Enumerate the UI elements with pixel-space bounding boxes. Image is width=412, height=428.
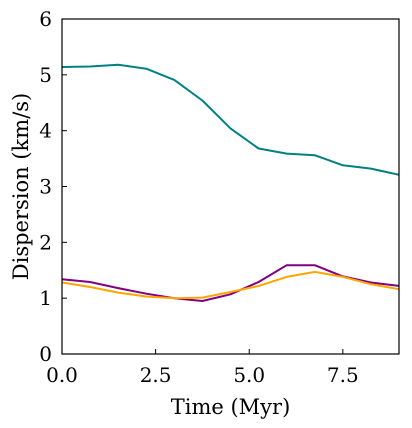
y-tick-label: 1 — [39, 286, 52, 310]
y-tick-label: 0 — [39, 342, 52, 366]
x-tick-label: 2.5 — [140, 363, 172, 387]
x-tick-label: 0.0 — [46, 363, 78, 387]
y-tick-label: 2 — [39, 230, 52, 254]
series-line-1 — [61, 264, 400, 302]
x-axis-label: Time (Myr) — [171, 395, 291, 419]
x-tick-label: 7.5 — [327, 363, 359, 387]
y-tick-label: 3 — [39, 175, 52, 199]
plot-lines — [61, 63, 400, 302]
x-tick-label: 5.0 — [233, 363, 265, 387]
y-axis: 0 1 2 3 4 5 6 — [39, 7, 67, 366]
y-tick-label: 4 — [39, 119, 52, 143]
x-axis: 0.0 2.5 5.0 7.5 — [46, 349, 359, 387]
y-axis-label: Dispersion (km/s) — [9, 93, 33, 280]
y-tick-label: 5 — [39, 63, 52, 87]
plot-frame — [61, 18, 400, 355]
y-tick-label: 6 — [39, 7, 52, 31]
series-line-0 — [61, 63, 400, 176]
series-line-2 — [61, 270, 400, 300]
